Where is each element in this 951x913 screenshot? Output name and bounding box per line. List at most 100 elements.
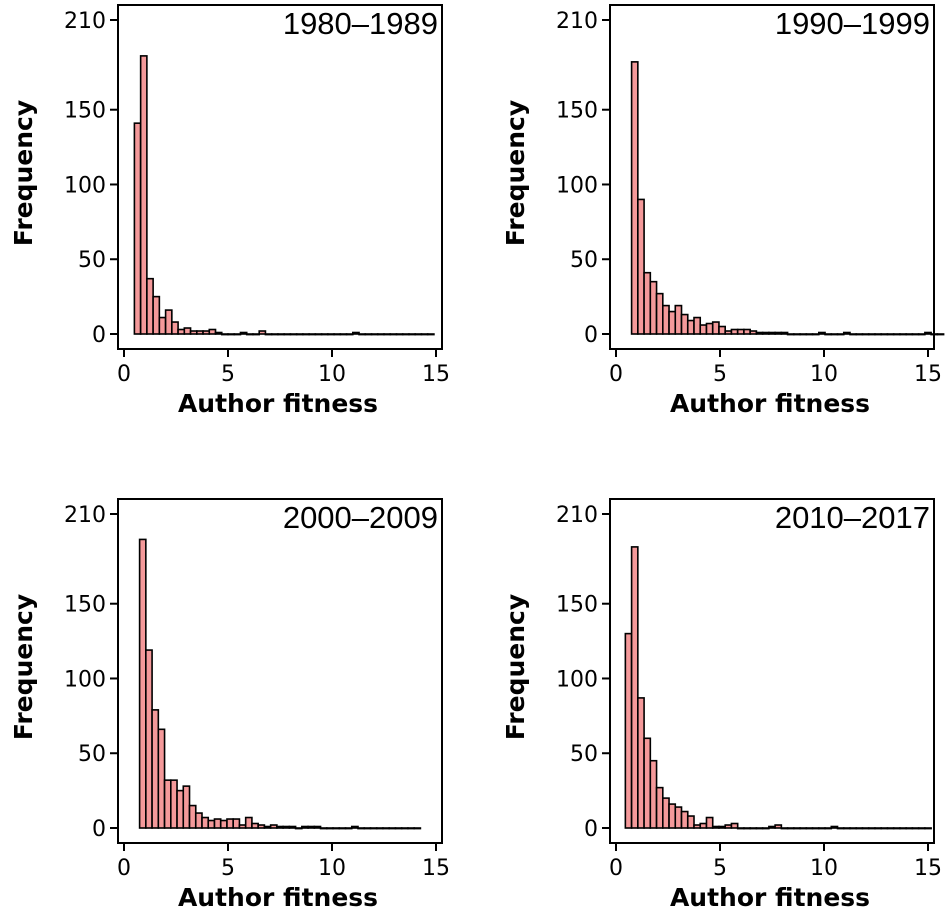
histogram-bar xyxy=(686,815,695,829)
histogram-bar xyxy=(842,331,851,335)
y-tick-label: 210 xyxy=(64,503,106,528)
histogram-bar xyxy=(207,819,216,829)
histogram-bar xyxy=(836,827,845,830)
histogram-bar xyxy=(294,827,303,830)
y-tick-label: 50 xyxy=(570,248,598,273)
histogram-bar xyxy=(420,333,429,336)
histogram-bar xyxy=(830,333,839,336)
histogram-bar xyxy=(351,331,360,335)
x-axis-label: Author fitness xyxy=(670,389,870,418)
histogram-bar xyxy=(139,55,148,335)
histogram-bar xyxy=(693,824,702,829)
y-axis-label: Frequency xyxy=(501,594,530,740)
y-axis-label: Frequency xyxy=(9,594,38,740)
histogram-bar xyxy=(345,333,354,336)
histogram-bar xyxy=(325,827,334,830)
histogram-bar xyxy=(146,277,154,335)
histogram-bar xyxy=(177,328,186,335)
histogram-bar xyxy=(743,328,751,335)
histogram-bar xyxy=(332,827,341,830)
histogram-bar xyxy=(282,825,291,829)
y-tick-label: 0 xyxy=(92,323,106,348)
histogram-bar xyxy=(836,333,845,336)
histogram-bar xyxy=(414,333,423,336)
x-tick-label: 0 xyxy=(609,856,623,881)
histogram-bar xyxy=(302,333,310,336)
histogram-bar xyxy=(358,333,367,336)
histogram-bar xyxy=(749,827,758,830)
x-tick-label: 15 xyxy=(422,856,450,881)
histogram-bar xyxy=(905,333,914,336)
histogram-bar xyxy=(264,333,273,336)
x-tick-label: 10 xyxy=(318,362,346,387)
y-tick-label: 0 xyxy=(584,323,598,348)
histogram-bar xyxy=(213,818,222,829)
y-tick-label: 0 xyxy=(92,817,106,842)
histogram-bar xyxy=(849,333,858,336)
y-tick-label: 150 xyxy=(556,593,598,618)
histogram-bar xyxy=(743,827,751,830)
histogram-bar xyxy=(867,333,876,336)
histogram-bar xyxy=(811,827,820,830)
histogram-bar xyxy=(226,818,235,829)
histogram-bar xyxy=(755,827,764,830)
histogram-bar xyxy=(314,333,323,336)
histogram-bar xyxy=(861,333,870,336)
histogram-bar xyxy=(693,316,702,335)
histogram-bar xyxy=(327,333,335,336)
histogram-bar xyxy=(208,328,217,335)
histogram-bar xyxy=(880,827,889,830)
histogram-bar xyxy=(705,322,714,335)
histogram-bar xyxy=(899,333,907,336)
histogram-bar xyxy=(220,333,229,336)
histogram-bar xyxy=(855,333,864,336)
histogram-bar xyxy=(182,785,191,829)
histogram-bar xyxy=(905,827,914,830)
histogram-bar xyxy=(202,330,211,335)
histogram-bar xyxy=(874,333,883,336)
histogram-bar xyxy=(924,331,932,335)
histogram-bar xyxy=(786,333,795,336)
histogram-bar xyxy=(661,797,670,829)
x-tick-label: 0 xyxy=(609,362,623,387)
axes-frame xyxy=(609,498,935,844)
x-axis-label: Author fitness xyxy=(178,883,378,912)
axes-frame xyxy=(117,498,443,844)
panel-title: 2000–2009 xyxy=(283,500,438,535)
histogram-bar xyxy=(830,825,839,829)
histogram-bar xyxy=(630,61,639,335)
histogram-bar xyxy=(936,333,945,336)
histogram-bar xyxy=(389,333,398,336)
x-tick-label: 15 xyxy=(422,362,450,387)
histogram-bar xyxy=(855,827,864,830)
histogram-bar xyxy=(761,331,770,335)
y-tick-label: 210 xyxy=(556,9,598,34)
histogram-bar xyxy=(400,827,409,830)
x-tick-label: 10 xyxy=(810,362,838,387)
histogram-bar xyxy=(643,737,652,829)
histogram-bar xyxy=(308,333,317,336)
histogram-bar xyxy=(824,333,833,336)
histogram-bar xyxy=(277,333,285,336)
histogram-bar xyxy=(711,825,720,829)
histogram-bar xyxy=(183,327,192,335)
histogram-bar xyxy=(263,825,272,829)
histogram-bar xyxy=(899,827,907,830)
x-tick-label: 15 xyxy=(914,362,942,387)
histogram-bar xyxy=(407,827,415,830)
histogram-bar xyxy=(394,827,403,830)
histogram-bar xyxy=(258,330,267,335)
x-tick-label: 5 xyxy=(221,362,235,387)
histogram-bar xyxy=(924,827,932,830)
histogram-bar xyxy=(227,333,236,336)
histogram-bar xyxy=(201,816,210,829)
histogram-bar xyxy=(917,827,926,830)
y-tick-label: 50 xyxy=(570,742,598,767)
histogram-bar xyxy=(344,827,353,830)
histogram-bar xyxy=(413,827,422,830)
histogram-bar xyxy=(376,333,385,336)
y-tick-label: 150 xyxy=(556,99,598,124)
histogram-bar xyxy=(276,825,284,829)
